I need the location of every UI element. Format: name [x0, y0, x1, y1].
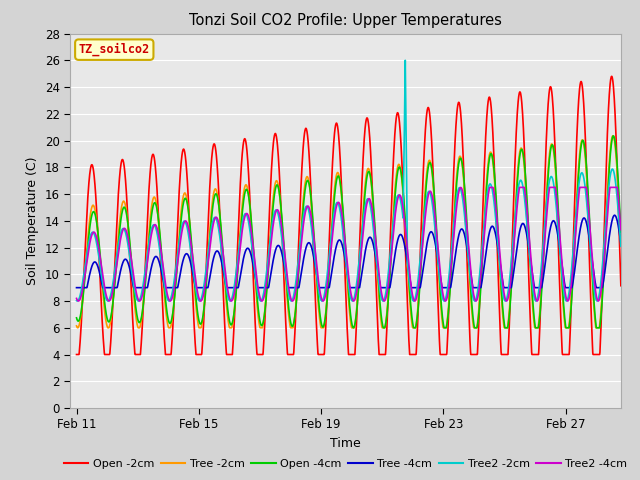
Text: TZ_soilco2: TZ_soilco2 [79, 43, 150, 56]
Open -4cm [623, 325, 631, 331]
Open -2cm [326, 229, 333, 235]
Tree2 -2cm [326, 246, 333, 252]
Open -2cm [506, 307, 514, 313]
Tree2 -2cm [100, 291, 108, 297]
Legend: Open -2cm, Tree -2cm, Open -4cm, Tree -4cm, Tree2 -2cm, Tree2 -4cm: Open -2cm, Tree -2cm, Open -4cm, Tree -4… [60, 455, 632, 474]
Tree -2cm [73, 323, 81, 329]
Tree2 -4cm [100, 285, 108, 290]
Tree -2cm [340, 234, 348, 240]
Open -4cm [340, 223, 348, 229]
Open -2cm [607, 75, 615, 81]
Tree2 -4cm [486, 184, 493, 190]
Tree -4cm [326, 283, 333, 288]
Tree -4cm [607, 223, 615, 229]
Tree -4cm [607, 225, 614, 230]
Tree -2cm [607, 139, 615, 144]
Open -4cm [607, 143, 615, 148]
Tree -2cm [609, 133, 617, 139]
Line: Tree -4cm: Tree -4cm [77, 215, 627, 288]
Tree -4cm [623, 285, 631, 290]
Open -2cm [100, 352, 108, 358]
X-axis label: Time: Time [330, 437, 361, 450]
Tree2 -4cm [506, 282, 514, 288]
Tree -2cm [506, 296, 514, 301]
Line: Tree -2cm: Tree -2cm [77, 136, 627, 328]
Tree -4cm [73, 285, 81, 290]
Tree2 -4cm [607, 184, 615, 190]
Tree2 -2cm [257, 298, 264, 304]
Line: Tree2 -2cm: Tree2 -2cm [77, 60, 627, 301]
Tree -4cm [506, 285, 514, 290]
Tree -2cm [104, 325, 112, 331]
Open -4cm [609, 133, 617, 139]
Open -2cm [608, 73, 616, 79]
Tree2 -2cm [340, 244, 348, 250]
Open -2cm [607, 77, 614, 83]
Open -4cm [73, 315, 81, 321]
Open -4cm [100, 300, 108, 305]
Line: Open -4cm: Open -4cm [77, 136, 627, 328]
Tree -4cm [340, 251, 348, 257]
Tree -2cm [100, 308, 108, 314]
Line: Tree2 -4cm: Tree2 -4cm [77, 187, 627, 301]
Tree2 -4cm [595, 298, 602, 304]
Open -2cm [340, 251, 348, 256]
Open -4cm [326, 264, 333, 269]
Line: Open -2cm: Open -2cm [77, 76, 627, 355]
Open -2cm [73, 352, 81, 358]
Open -4cm [607, 145, 615, 151]
Tree2 -4cm [73, 296, 81, 301]
Tree2 -2cm [73, 298, 81, 303]
Open -4cm [349, 325, 357, 331]
Open -2cm [623, 352, 631, 358]
Tree2 -2cm [623, 298, 631, 303]
Tree2 -2cm [607, 168, 615, 173]
Title: Tonzi Soil CO2 Profile: Upper Temperatures: Tonzi Soil CO2 Profile: Upper Temperatur… [189, 13, 502, 28]
Tree2 -2cm [401, 58, 409, 63]
Tree2 -2cm [507, 268, 515, 274]
Y-axis label: Soil Temperature (C): Soil Temperature (C) [26, 156, 40, 285]
Tree -2cm [623, 325, 631, 331]
Tree2 -4cm [623, 293, 631, 299]
Tree2 -4cm [340, 230, 348, 236]
Tree2 -2cm [607, 168, 615, 174]
Tree2 -4cm [607, 184, 615, 190]
Tree -4cm [611, 212, 618, 218]
Open -4cm [506, 302, 514, 308]
Tree -2cm [607, 141, 615, 146]
Tree -4cm [100, 285, 108, 290]
Tree2 -4cm [326, 261, 333, 267]
Tree -2cm [326, 252, 333, 258]
